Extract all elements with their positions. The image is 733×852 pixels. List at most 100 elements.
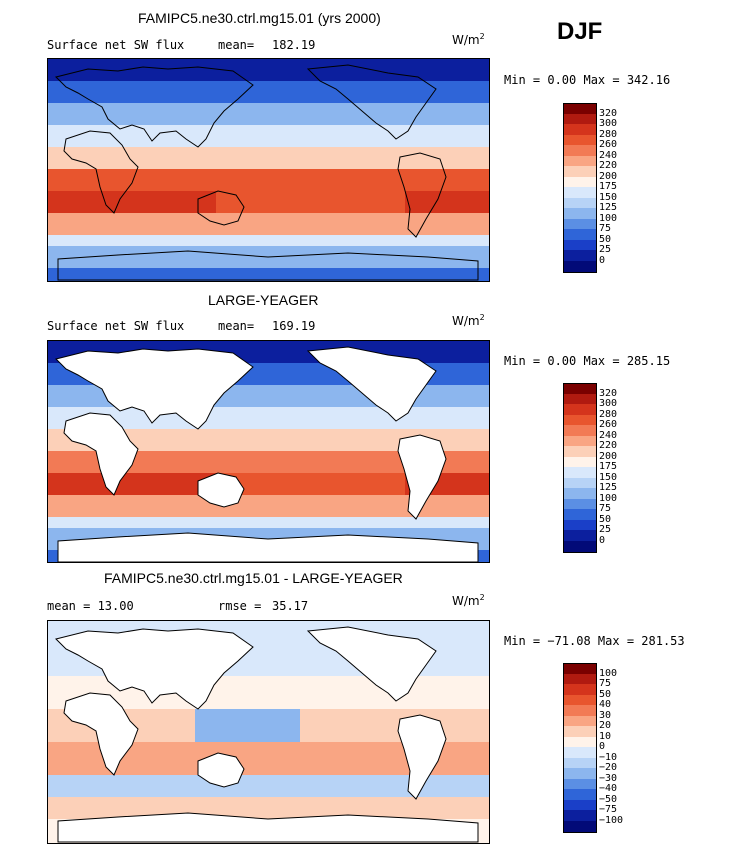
map-cell bbox=[174, 235, 196, 247]
map-cell bbox=[279, 775, 301, 787]
map-cell bbox=[363, 147, 385, 159]
map-cell bbox=[174, 462, 196, 474]
map-cell bbox=[48, 665, 70, 677]
map-cell bbox=[48, 341, 70, 353]
coastline bbox=[57, 532, 479, 562]
map-cell bbox=[300, 654, 322, 666]
map-cell bbox=[447, 268, 469, 280]
map-cell bbox=[363, 103, 385, 115]
map-cell bbox=[153, 429, 175, 441]
map-cell bbox=[447, 742, 469, 754]
map-cell bbox=[90, 169, 112, 181]
map-cell bbox=[468, 654, 489, 666]
map-cell bbox=[69, 92, 91, 104]
map-cell bbox=[447, 462, 469, 474]
map-cell bbox=[363, 268, 385, 280]
map-cell bbox=[48, 246, 70, 258]
map-cell bbox=[426, 396, 448, 408]
map-cell bbox=[363, 180, 385, 192]
map-cell bbox=[426, 59, 448, 71]
map-cell bbox=[216, 698, 238, 710]
map-cell bbox=[300, 418, 322, 430]
map-cell bbox=[90, 235, 112, 247]
map-cell bbox=[363, 418, 385, 430]
map-cell bbox=[279, 202, 301, 214]
map-cell bbox=[258, 528, 280, 540]
colorbar-tick-label: −40 bbox=[599, 783, 618, 794]
map-cell bbox=[300, 202, 322, 214]
coastline bbox=[55, 628, 254, 710]
map-cell bbox=[279, 808, 301, 820]
map-cell bbox=[216, 418, 238, 430]
map-cell bbox=[48, 687, 70, 699]
map-cell bbox=[48, 720, 70, 732]
map-cell bbox=[258, 202, 280, 214]
map-cell bbox=[195, 720, 217, 732]
map-cell bbox=[468, 665, 489, 677]
map-cell bbox=[90, 495, 112, 507]
map-cell bbox=[216, 462, 238, 474]
map-cell bbox=[174, 136, 196, 148]
map-cell bbox=[111, 59, 133, 71]
mean-label: mean= bbox=[218, 38, 255, 52]
map-cell bbox=[447, 81, 469, 93]
map-cell bbox=[237, 268, 259, 280]
coastline bbox=[63, 130, 139, 214]
map-cell bbox=[153, 451, 175, 463]
map-cell bbox=[132, 202, 154, 214]
map-cell bbox=[132, 462, 154, 474]
map-cell bbox=[321, 136, 343, 148]
map-cell bbox=[216, 147, 238, 159]
map-cell bbox=[132, 70, 154, 82]
map-cell bbox=[174, 81, 196, 93]
coastline bbox=[57, 812, 479, 843]
map-cell bbox=[174, 506, 196, 518]
map-cell bbox=[48, 484, 70, 496]
map-cell bbox=[195, 462, 217, 474]
map-cell bbox=[258, 643, 280, 655]
colorbar-swatch bbox=[563, 383, 597, 395]
map-cell bbox=[405, 125, 427, 137]
map-cell bbox=[48, 462, 70, 474]
colorbar-tick-label: 200 bbox=[599, 170, 618, 182]
map-cell bbox=[384, 70, 406, 82]
mean-value: 169.19 bbox=[272, 319, 316, 333]
map-cell bbox=[69, 114, 91, 126]
map-cell bbox=[48, 786, 70, 798]
map-cell bbox=[237, 797, 259, 809]
map-cell bbox=[237, 136, 259, 148]
map-cell bbox=[342, 114, 364, 126]
colorbar-tick-label: −50 bbox=[599, 793, 618, 805]
map-cell bbox=[69, 775, 91, 787]
map-cell bbox=[405, 180, 427, 192]
map-cell bbox=[48, 451, 70, 463]
map-cell bbox=[111, 224, 133, 236]
colorbar-tick-label: 220 bbox=[599, 160, 618, 171]
map-cell bbox=[342, 396, 364, 408]
map-cell bbox=[468, 451, 489, 463]
map-cell bbox=[405, 528, 427, 540]
map-cell bbox=[447, 698, 469, 710]
map-cell bbox=[363, 709, 385, 721]
map-cell bbox=[447, 643, 469, 655]
map-cell bbox=[426, 495, 448, 507]
map-cell bbox=[258, 742, 280, 754]
map-cell bbox=[132, 484, 154, 496]
map-cell bbox=[132, 235, 154, 247]
map-cell bbox=[216, 709, 238, 721]
colorbar-swatch bbox=[563, 176, 597, 188]
map-cell bbox=[321, 506, 343, 518]
map-cell bbox=[342, 235, 364, 247]
map-cell bbox=[237, 665, 259, 677]
map-cell bbox=[384, 268, 406, 280]
map-cell bbox=[279, 268, 301, 280]
colorbar-tick-label: 280 bbox=[599, 408, 618, 420]
units-label: W/m2 bbox=[452, 313, 485, 328]
panel-title: LARGE-YEAGER bbox=[208, 292, 319, 308]
map-cell bbox=[48, 158, 70, 170]
map-cell bbox=[300, 786, 322, 798]
map-cell bbox=[279, 632, 301, 644]
map-cell bbox=[384, 59, 406, 71]
map-cell bbox=[384, 495, 406, 507]
colorbar-swatch bbox=[563, 684, 597, 695]
